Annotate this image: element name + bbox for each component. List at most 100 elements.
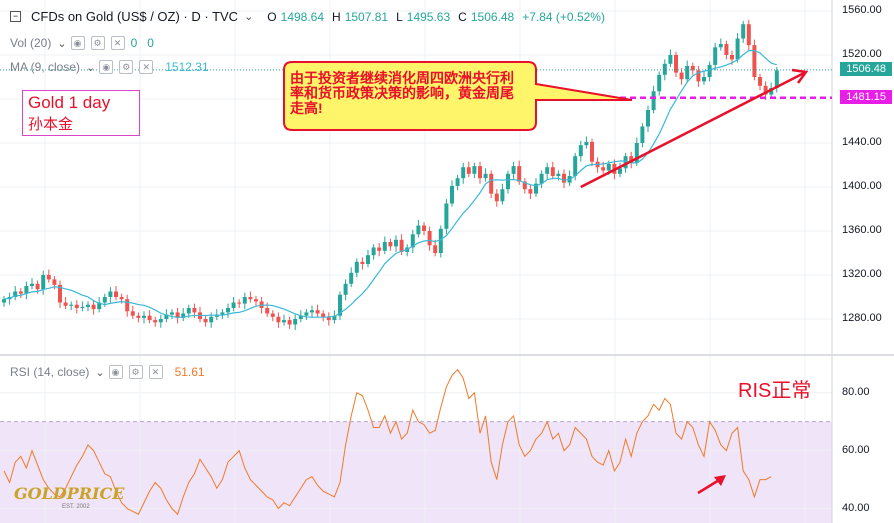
candle-body — [438, 228, 443, 253]
candle-body — [752, 45, 757, 77]
candle-body — [769, 88, 774, 95]
candle-body — [623, 156, 628, 169]
volume-value-2: 0 — [147, 36, 154, 50]
candle-body — [86, 304, 90, 307]
candle-body — [433, 245, 438, 253]
candle-body — [422, 225, 426, 231]
eye-icon[interactable]: ◉ — [70, 36, 85, 50]
y-tick-label: 1560.00 — [842, 4, 882, 16]
gear-icon[interactable]: ⚙ — [90, 36, 105, 50]
candle-body — [158, 319, 163, 323]
open-value: 1498.64 — [280, 9, 325, 24]
candle-body — [461, 167, 466, 179]
ma-value: 1512.31 — [165, 60, 209, 74]
candle-body — [360, 261, 365, 264]
candle-body — [354, 261, 359, 273]
candle-body — [668, 55, 673, 64]
candle-body — [248, 297, 253, 300]
low-value: 1495.63 — [406, 9, 451, 24]
candle-body — [377, 247, 382, 251]
chevron-down-icon[interactable]: ⌄ — [86, 61, 96, 74]
candle-body — [326, 316, 331, 321]
current-price-tag: 1506.48 — [840, 61, 892, 76]
chevron-down-icon[interactable]: ⌄ — [95, 366, 105, 379]
candle-body — [24, 286, 29, 294]
candle-body — [472, 166, 477, 174]
y-tick-label: 1360.00 — [842, 224, 882, 236]
chart-label-box[interactable]: Gold 1 day 孙本金 — [22, 90, 140, 136]
candle-body — [522, 181, 527, 190]
high-label: H — [332, 9, 341, 24]
candle-body — [444, 203, 449, 229]
volume-value-1: 0 — [130, 36, 138, 50]
low-label: L — [396, 9, 403, 24]
volume-label[interactable]: Vol (20) — [10, 36, 52, 50]
candle-body — [142, 315, 146, 318]
candle-body — [584, 141, 589, 146]
open-label: O — [267, 9, 277, 24]
candle-body — [466, 167, 471, 174]
eye-icon[interactable]: ◉ — [108, 365, 123, 379]
candle-body — [203, 319, 208, 323]
candle-body — [629, 156, 634, 163]
candle-body — [304, 312, 309, 316]
y-tick-label: 1520.00 — [842, 48, 882, 60]
candle-body — [718, 44, 723, 48]
chevron-down-icon[interactable]: ⌄ — [244, 11, 254, 23]
rsi-band — [0, 421, 832, 523]
candle-body — [618, 168, 622, 174]
eye-icon[interactable]: ◉ — [99, 60, 114, 74]
candle-body — [651, 91, 656, 110]
rsi-label[interactable]: RSI (14, close) — [10, 365, 90, 379]
ma-label[interactable]: MA (9, close) — [10, 60, 81, 74]
chart-label-author: 孙本金 — [28, 116, 74, 133]
candle-body — [674, 55, 678, 73]
trend-arrow-line — [580, 70, 807, 189]
candle-body — [741, 24, 746, 39]
change-value: +7.84 (+0.52%) — [522, 9, 605, 24]
candle-body — [254, 299, 258, 302]
goldprice-logo-sub: EST. 2002 — [62, 504, 90, 510]
candle-body — [282, 320, 286, 323]
candle-body — [646, 110, 650, 127]
candle-body — [125, 299, 130, 312]
candle-body — [30, 283, 34, 286]
candle-body — [494, 193, 499, 202]
collapse-icon[interactable]: − — [10, 11, 21, 22]
candle-body — [578, 145, 583, 157]
gear-icon[interactable]: ⚙ — [128, 365, 143, 379]
candle-body — [371, 247, 376, 256]
chevron-down-icon[interactable]: ⌄ — [57, 37, 67, 50]
candle-body — [119, 297, 124, 300]
close-icon[interactable]: ✕ — [110, 36, 125, 50]
callout-text[interactable]: 由于投资者继续消化周四欧洲央行利率和货币政策决策的影响，黄金周尾走高! — [290, 70, 514, 116]
rsi-note[interactable]: RIS正常 — [738, 380, 812, 402]
close-icon[interactable]: ✕ — [148, 365, 163, 379]
symbol-title[interactable]: CFDs on Gold (US$ / OZ) · D · TVC — [31, 9, 239, 24]
candle-body — [18, 291, 23, 294]
candle-body — [550, 167, 555, 176]
candle-body — [13, 291, 18, 297]
candle-body — [287, 320, 292, 325]
candle-body — [315, 310, 320, 314]
candle-body — [545, 167, 550, 174]
candle-body — [231, 302, 236, 308]
candle-body — [35, 283, 40, 290]
candle-body — [293, 319, 298, 325]
gear-icon[interactable]: ⚙ — [119, 60, 134, 74]
candle-body — [399, 239, 404, 252]
candle-body — [130, 311, 135, 316]
candle-body — [735, 38, 740, 60]
close-icon[interactable]: ✕ — [139, 60, 154, 74]
candle-body — [102, 297, 107, 303]
candle-body — [366, 255, 370, 264]
candle-body — [153, 320, 158, 323]
candle-body — [220, 312, 225, 315]
candle-body — [209, 316, 214, 323]
candle-body — [80, 306, 85, 308]
candle-body — [696, 70, 701, 82]
candle-body — [730, 55, 734, 60]
candle-body — [707, 64, 712, 77]
